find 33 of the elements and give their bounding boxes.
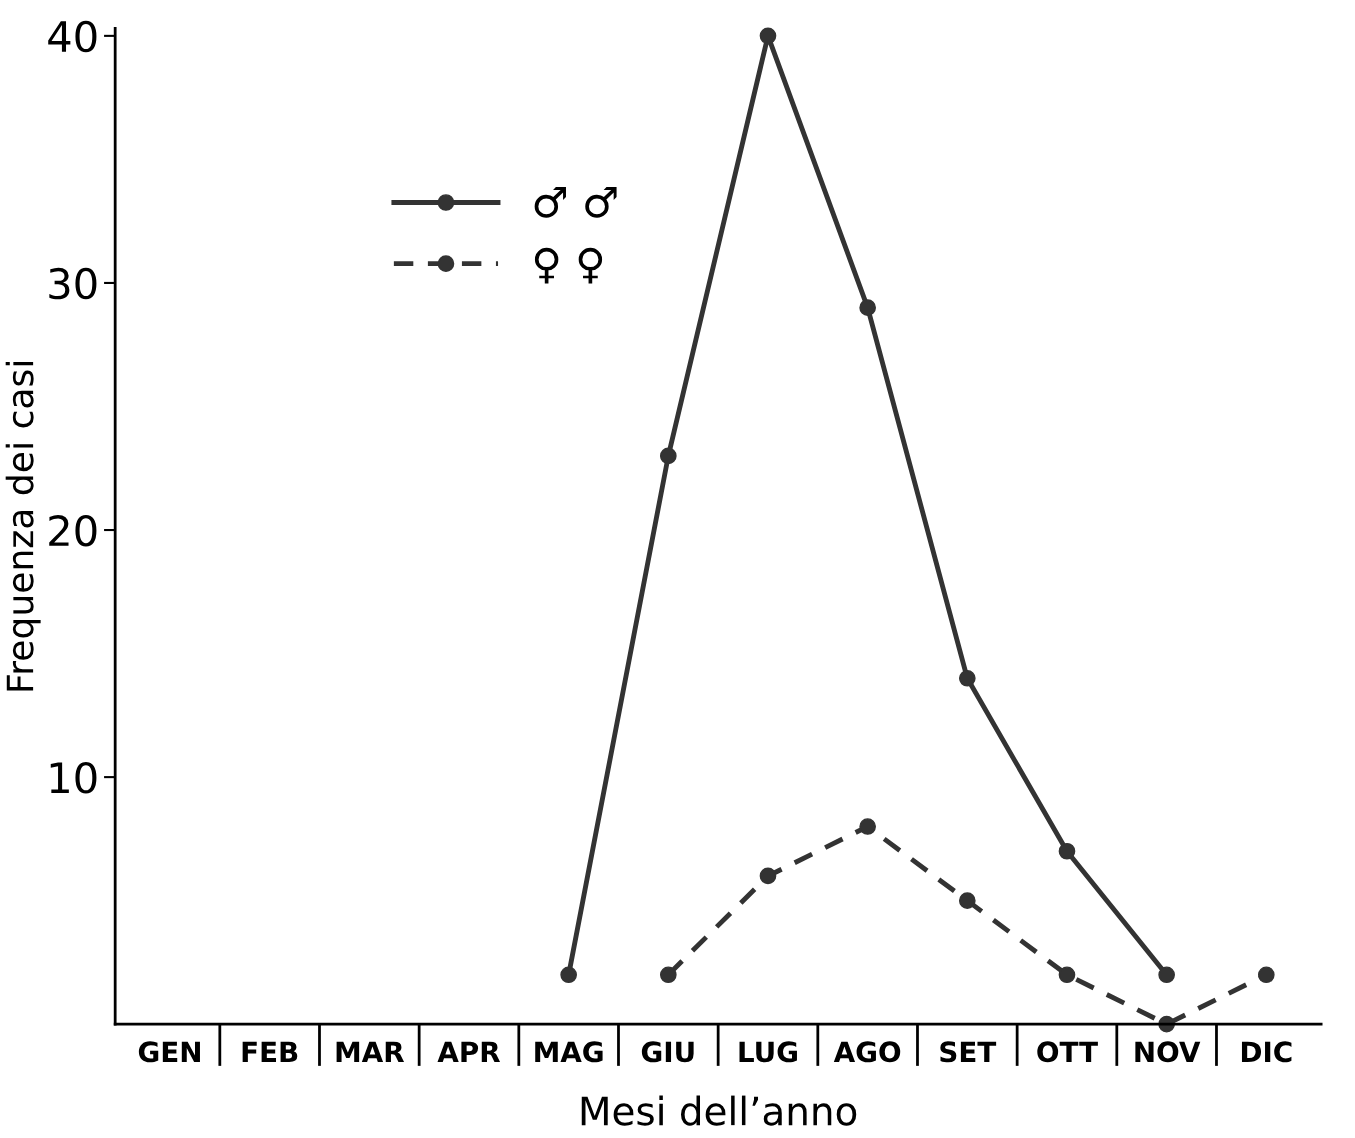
x-tick-label: APR <box>437 1041 501 1062</box>
y-tick-label: 30 <box>49 267 97 300</box>
point <box>1257 966 1275 984</box>
point <box>1058 966 1076 984</box>
x-tick-label: AGO <box>833 1041 901 1063</box>
point <box>560 966 577 984</box>
point <box>659 966 677 984</box>
x-tick-label: GIU <box>641 1041 694 1063</box>
x-tick-label: DIC <box>1241 1041 1292 1063</box>
y-tick-label: 40 <box>48 20 97 53</box>
x-tick-label: MAG <box>535 1041 603 1063</box>
legend-label: ♂ ♂ <box>534 187 617 218</box>
point <box>958 892 976 909</box>
point <box>659 447 677 465</box>
y-axis-title: Frequenza dei casi <box>5 362 41 691</box>
x-tick-label: SET <box>940 1041 997 1063</box>
y-tick-label: 20 <box>49 514 97 547</box>
legend-label: ♀ ♀ <box>534 247 603 284</box>
point <box>958 669 976 687</box>
x-tick-label: LUG <box>739 1041 797 1063</box>
point <box>859 299 876 316</box>
point <box>759 27 777 45</box>
point <box>759 867 777 885</box>
point <box>1058 842 1076 860</box>
x-tick-label: NOV <box>1135 1041 1201 1063</box>
x-tick-label: GEN <box>138 1041 200 1063</box>
point <box>1158 966 1175 984</box>
x-tick-label: FEB <box>242 1041 298 1062</box>
y-tick-label: 10 <box>50 762 97 794</box>
point <box>859 818 876 835</box>
x-axis-title: Mesi dell’anno <box>581 1095 857 1126</box>
x-tick-label: OTT <box>1037 1041 1098 1063</box>
x-tick-label: MAR <box>336 1041 405 1062</box>
